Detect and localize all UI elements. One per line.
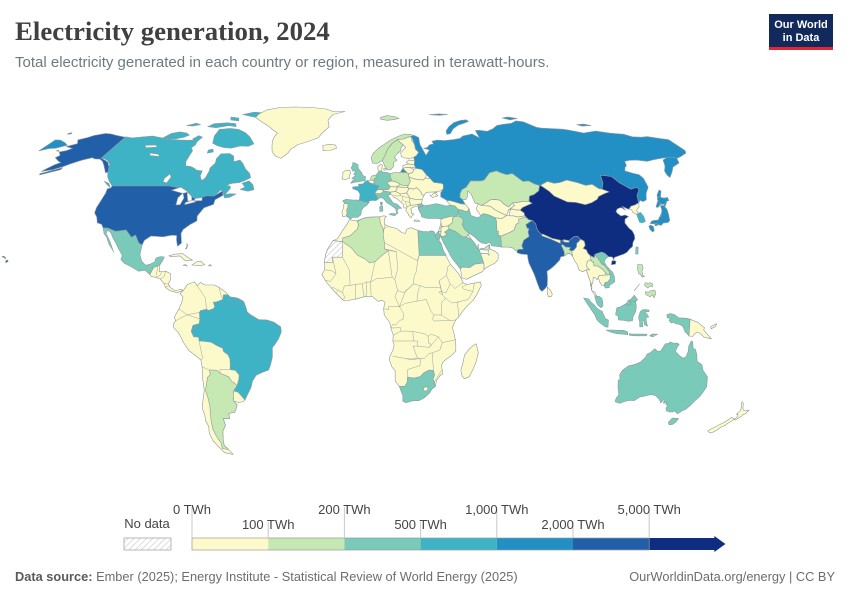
svg-text:No data: No data	[124, 516, 170, 531]
svg-text:2,000 TWh: 2,000 TWh	[541, 517, 604, 532]
svg-text:5,000 TWh: 5,000 TWh	[618, 502, 681, 517]
svg-text:100 TWh: 100 TWh	[242, 517, 295, 532]
svg-text:500 TWh: 500 TWh	[394, 517, 447, 532]
svg-text:200 TWh: 200 TWh	[318, 502, 371, 517]
svg-text:1,000 TWh: 1,000 TWh	[465, 502, 528, 517]
svg-text:0 TWh: 0 TWh	[173, 502, 211, 517]
